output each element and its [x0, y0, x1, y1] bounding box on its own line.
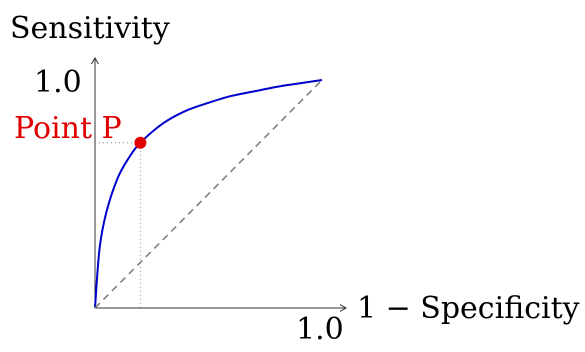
x-tick-label: 1.0: [296, 312, 344, 347]
y-axis-title: Sensitivity: [10, 11, 170, 46]
chance-diagonal-line: [94, 79, 323, 309]
y-tick-label: 1.0: [34, 65, 82, 100]
point-p-label: Point P: [14, 111, 122, 146]
point-p-marker: [134, 136, 147, 149]
x-axis-title: 1 − Specificity: [357, 291, 580, 326]
roc-curve: [94, 79, 323, 309]
